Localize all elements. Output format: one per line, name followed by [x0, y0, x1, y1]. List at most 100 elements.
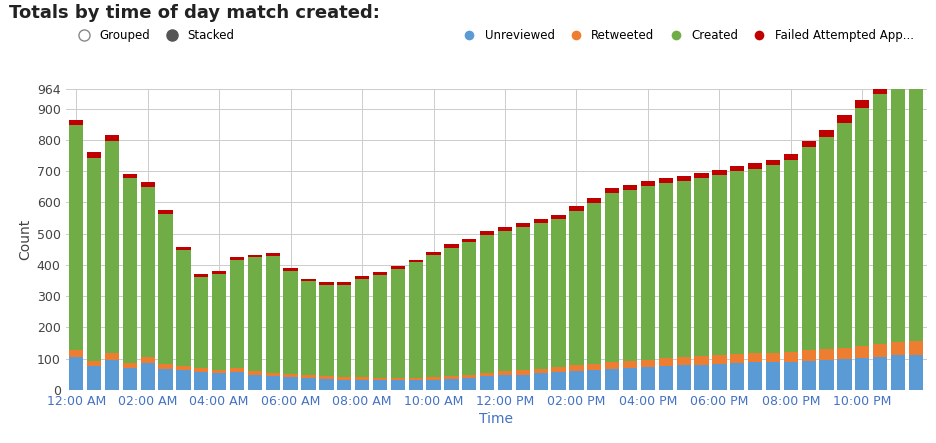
Bar: [856, 108, 870, 346]
Bar: [140, 183, 154, 187]
Bar: [801, 141, 816, 148]
Bar: [623, 361, 637, 368]
Bar: [301, 279, 315, 281]
Bar: [266, 373, 280, 377]
Bar: [212, 271, 227, 274]
Bar: [140, 187, 154, 357]
Bar: [176, 250, 191, 366]
Bar: [498, 231, 512, 371]
Bar: [87, 366, 101, 390]
Bar: [194, 274, 209, 277]
Bar: [819, 349, 834, 360]
Bar: [623, 368, 637, 390]
Bar: [677, 365, 691, 390]
Bar: [355, 279, 369, 377]
Bar: [766, 160, 780, 165]
Bar: [891, 80, 905, 342]
Bar: [408, 262, 423, 378]
Bar: [266, 256, 280, 373]
Bar: [623, 190, 637, 361]
Bar: [587, 364, 602, 370]
Bar: [158, 214, 173, 364]
Bar: [284, 271, 298, 374]
Bar: [712, 364, 726, 390]
Bar: [284, 374, 298, 377]
Bar: [838, 359, 852, 390]
Bar: [355, 380, 369, 390]
Bar: [856, 100, 870, 108]
Bar: [105, 353, 119, 360]
Bar: [445, 379, 459, 390]
Bar: [516, 375, 530, 390]
Bar: [783, 159, 798, 352]
Bar: [123, 363, 137, 368]
Bar: [801, 361, 816, 390]
Bar: [730, 171, 744, 354]
Bar: [712, 355, 726, 364]
Bar: [373, 380, 388, 390]
Bar: [123, 368, 137, 390]
Bar: [783, 362, 798, 390]
Bar: [355, 377, 369, 380]
Bar: [301, 378, 315, 390]
Bar: [194, 372, 209, 390]
Bar: [641, 181, 655, 186]
Bar: [623, 186, 637, 190]
Bar: [373, 378, 388, 380]
Bar: [427, 255, 441, 377]
Bar: [641, 360, 655, 367]
Bar: [551, 372, 565, 390]
Bar: [695, 178, 709, 357]
Bar: [569, 365, 584, 371]
Bar: [390, 269, 405, 378]
Bar: [319, 285, 333, 376]
Bar: [587, 203, 602, 364]
Bar: [498, 371, 512, 376]
Bar: [677, 358, 691, 365]
Bar: [605, 369, 620, 390]
Bar: [427, 380, 441, 390]
Bar: [462, 242, 476, 375]
Bar: [69, 125, 83, 350]
Bar: [105, 360, 119, 390]
Bar: [445, 244, 459, 248]
Bar: [248, 371, 262, 375]
Bar: [587, 370, 602, 390]
Bar: [677, 181, 691, 358]
Bar: [856, 358, 870, 390]
Bar: [408, 380, 423, 390]
Bar: [498, 376, 512, 390]
Bar: [69, 350, 83, 357]
Bar: [838, 123, 852, 348]
Bar: [373, 272, 388, 275]
Bar: [909, 66, 923, 75]
Bar: [838, 116, 852, 123]
Bar: [766, 353, 780, 362]
Bar: [551, 367, 565, 372]
Bar: [695, 173, 709, 178]
Bar: [748, 169, 762, 353]
Bar: [641, 367, 655, 390]
Bar: [534, 373, 548, 390]
Bar: [462, 378, 476, 390]
Bar: [766, 165, 780, 353]
Bar: [838, 348, 852, 359]
Bar: [569, 211, 584, 365]
Bar: [801, 350, 816, 361]
Bar: [266, 377, 280, 390]
Bar: [641, 186, 655, 360]
Bar: [587, 198, 602, 203]
Bar: [212, 369, 227, 373]
Bar: [730, 166, 744, 171]
Bar: [534, 223, 548, 369]
Bar: [766, 362, 780, 390]
Bar: [248, 375, 262, 390]
Bar: [337, 377, 351, 380]
Bar: [695, 365, 709, 390]
Bar: [659, 366, 673, 390]
Bar: [230, 260, 244, 368]
Bar: [355, 276, 369, 279]
Bar: [712, 171, 726, 175]
Bar: [194, 277, 209, 368]
Bar: [140, 363, 154, 390]
